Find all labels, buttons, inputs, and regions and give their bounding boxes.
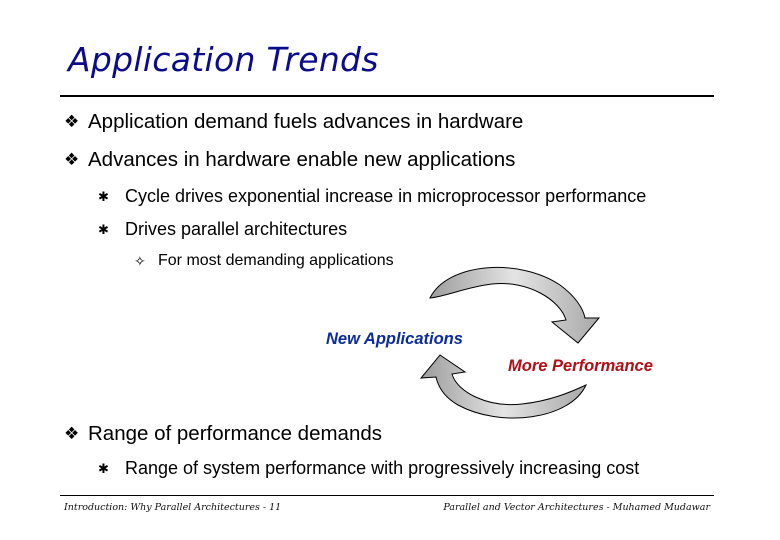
bullet-range: ❖ Range of performance demands bbox=[64, 422, 382, 446]
diamond-bullet-icon: ❖ bbox=[64, 150, 80, 169]
bullet-advances: ❖ Advances in hardware enable new applic… bbox=[64, 148, 515, 172]
cycle-arrow-top bbox=[429, 267, 601, 344]
footer-left-text: Introduction: Why Parallel Architectures… bbox=[64, 502, 282, 513]
footer-divider bbox=[60, 495, 714, 496]
more-performance-label: More Performance bbox=[508, 357, 653, 375]
subsubbullet-demanding: ✧ For most demanding applications bbox=[134, 252, 394, 270]
bullet-text: For most demanding applications bbox=[158, 252, 394, 269]
diamond-bullet-icon: ❖ bbox=[64, 112, 80, 131]
bullet-text: Drives parallel architectures bbox=[125, 219, 348, 239]
subbullet-parallel: ✱ Drives parallel architectures bbox=[98, 219, 347, 240]
new-applications-label: New Applications bbox=[326, 330, 463, 348]
asterisk-bullet-icon: ✱ bbox=[98, 188, 109, 204]
title-divider bbox=[60, 95, 714, 97]
asterisk-bullet-icon: ✱ bbox=[98, 221, 109, 237]
diamond-bullet-icon: ❖ bbox=[64, 424, 80, 443]
footer-right-text: Parallel and Vector Architectures - Muha… bbox=[443, 502, 710, 513]
bullet-text: Range of performance demands bbox=[88, 422, 383, 445]
bullet-demand: ❖ Application demand fuels advances in h… bbox=[64, 110, 523, 134]
cycle-arrow-bottom bbox=[419, 354, 588, 419]
bullet-text: Cycle drives exponential increase in mic… bbox=[125, 186, 647, 206]
bullet-text: Advances in hardware enable new applicat… bbox=[88, 148, 516, 171]
sparkle-bullet-icon: ✧ bbox=[134, 252, 146, 269]
slide-title: Application Trends bbox=[68, 40, 379, 79]
subbullet-range-cost: ✱ Range of system performance with progr… bbox=[98, 458, 639, 479]
bullet-text: Range of system performance with progres… bbox=[125, 458, 640, 478]
bullet-text: Application demand fuels advances in har… bbox=[88, 110, 524, 133]
subbullet-cycle: ✱ Cycle drives exponential increase in m… bbox=[98, 186, 646, 207]
asterisk-bullet-icon: ✱ bbox=[98, 460, 109, 476]
